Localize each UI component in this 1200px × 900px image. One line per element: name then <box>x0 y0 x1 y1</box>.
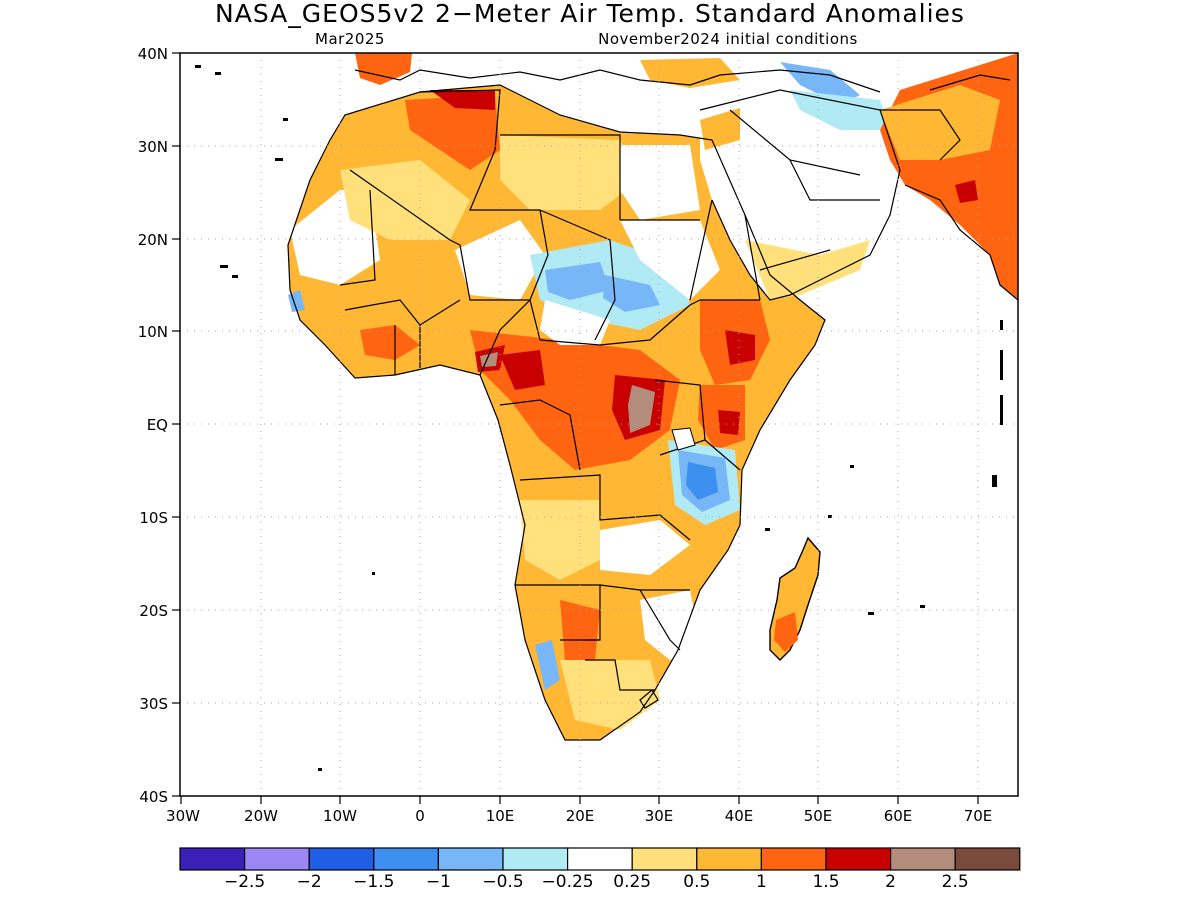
lat-label: 10S <box>139 509 168 527</box>
small-islands <box>195 65 1003 771</box>
colorbar <box>179 847 1021 871</box>
zambia-white <box>600 520 690 575</box>
lat-label: 40S <box>139 788 168 806</box>
india-hot-spot <box>955 180 978 203</box>
map-subtitle-initial-conditions: November2024 initial conditions <box>598 30 858 48</box>
sudan-cool-core <box>603 275 660 312</box>
sahel-yellow <box>340 160 470 240</box>
congo-extreme <box>628 385 655 433</box>
namibia-cool-coast <box>535 640 560 690</box>
east-coast-white <box>640 590 700 660</box>
colorbar-swatch <box>825 847 892 871</box>
lat-label: 40N <box>138 45 168 63</box>
colorbar-swatch <box>308 847 375 871</box>
colorbar-label: −1.5 <box>353 872 394 892</box>
colorbar-label: 2.5 <box>942 872 969 892</box>
colorbar-labels: −2.5 −2 −1.5 −1 −0.5 −0.25 0.25 0.5 1 1.5 2 2.5 <box>224 872 969 892</box>
lat-label: 30S <box>139 695 168 713</box>
latitude-labels: 40N 30N 20N 10N EQ 10S 20S 30S 40S <box>138 45 168 806</box>
lake-victoria <box>671 427 696 451</box>
iberia-warm <box>355 53 412 85</box>
map-subtitle-date: Mar2025 <box>315 30 385 48</box>
colorbar-label: 1.5 <box>812 872 839 892</box>
libya-yellow <box>500 135 640 210</box>
tick-marks <box>172 52 979 804</box>
lon-label: 60E <box>884 807 913 825</box>
turkey-cool <box>780 62 860 105</box>
colorbar-swatch <box>760 847 827 871</box>
nigeria-extreme <box>480 352 498 367</box>
ethiopia-very-hot <box>725 330 755 365</box>
lat-label: 20N <box>138 231 168 249</box>
angola-yellow <box>520 500 600 580</box>
colorbar-label: 0.25 <box>613 872 651 892</box>
gridlines <box>180 53 1018 796</box>
lon-label: 20E <box>566 807 595 825</box>
lon-label: 70E <box>964 807 993 825</box>
colorbar-swatch <box>889 847 956 871</box>
colorbar-label: −0.25 <box>542 872 594 892</box>
lon-label: 20W <box>244 807 278 825</box>
central-african-white <box>540 300 610 345</box>
colorbar-label: −2 <box>297 872 322 892</box>
colorbar-swatch <box>373 847 439 871</box>
lon-label: 10W <box>323 807 357 825</box>
colorbar-label: −1 <box>426 872 451 892</box>
algeria-very-hot <box>430 90 495 110</box>
lon-label: 10E <box>486 807 515 825</box>
colorbar-label: 2 <box>885 872 896 892</box>
colorbar-label: 0.5 <box>683 872 710 892</box>
colorbar-label: 1 <box>756 872 767 892</box>
colorbar-swatch <box>437 847 504 871</box>
lat-label: 20S <box>139 602 168 620</box>
longitude-labels: 30W 20W 10W 0 10E 20E 30E 40E 50E 60E 70… <box>166 807 992 825</box>
colorbar-swatch <box>631 847 698 871</box>
colorbar-swatch <box>566 847 633 871</box>
colorbar-swatch <box>954 847 1021 871</box>
south-africa-yellow <box>560 660 660 730</box>
lon-label: 30W <box>166 807 200 825</box>
madagascar-hot-spot <box>774 612 798 652</box>
egypt-white <box>620 145 700 220</box>
colorbar-label: −2.5 <box>224 872 265 892</box>
colorbar-label: −0.5 <box>482 872 523 892</box>
map-title: NASA_GEOS5v2 2−Meter Air Temp. Standard … <box>215 0 965 28</box>
niger-white <box>455 220 545 300</box>
lon-label: 0 <box>415 807 425 825</box>
lat-label: 30N <box>138 138 168 156</box>
colorbar-swatch <box>244 847 310 871</box>
lon-label: 40E <box>725 807 754 825</box>
caspian-cool <box>790 90 890 130</box>
lon-label: 30E <box>645 807 674 825</box>
lat-label: 10N <box>138 323 168 341</box>
algeria-hot <box>405 95 500 170</box>
lat-label: EQ <box>147 416 168 434</box>
namibia-hot <box>560 600 600 660</box>
gulf-of-guinea-warm <box>360 325 420 360</box>
colorbar-swatch <box>502 847 569 871</box>
europe-warm-patch <box>640 58 740 88</box>
colorbar-swatch <box>179 847 246 871</box>
map-area <box>180 53 1018 796</box>
kenya-very-hot <box>718 410 740 435</box>
cameroon-very-hot <box>500 350 545 390</box>
tanzania-cool-core <box>686 462 718 500</box>
iran-warm <box>880 85 1000 160</box>
colorbar-swatch <box>696 847 762 871</box>
chad-cool-core <box>545 262 610 300</box>
arabia-warm-fringe <box>745 240 870 300</box>
lon-label: 50E <box>804 807 833 825</box>
